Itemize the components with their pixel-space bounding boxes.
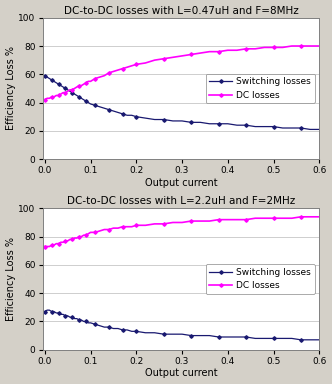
Switching losses xyxy=(82,319,86,324)
Switching losses xyxy=(43,309,47,314)
Switching losses xyxy=(189,120,193,125)
Y-axis label: Efficiency Loss %: Efficiency Loss % xyxy=(6,237,16,321)
Switching losses xyxy=(171,332,175,336)
DC losses xyxy=(43,244,47,249)
Legend: Switching losses, DC losses: Switching losses, DC losses xyxy=(206,74,315,103)
Switching losses xyxy=(308,127,312,132)
X-axis label: Output current: Output current xyxy=(144,178,217,188)
DC losses xyxy=(79,234,83,239)
Title: DC-to-DC losses with L=0.47uH and F=8MHz: DC-to-DC losses with L=0.47uH and F=8MHz xyxy=(63,5,298,16)
Switching losses xyxy=(79,96,83,101)
Switching losses xyxy=(299,126,303,130)
Switching losses xyxy=(299,338,303,342)
Title: DC-to-DC losses with L=2.2uH and F=2MHz: DC-to-DC losses with L=2.2uH and F=2MHz xyxy=(67,196,295,206)
Switching losses xyxy=(317,127,321,132)
Switching losses xyxy=(198,333,202,338)
DC losses xyxy=(162,222,166,226)
DC losses xyxy=(79,83,83,88)
DC losses xyxy=(77,234,81,239)
Switching losses xyxy=(68,89,72,94)
Line: Switching losses: Switching losses xyxy=(43,74,320,131)
Switching losses xyxy=(308,338,312,342)
Line: DC losses: DC losses xyxy=(43,215,320,248)
DC losses xyxy=(299,215,303,219)
DC losses xyxy=(308,44,312,48)
DC losses xyxy=(290,44,294,48)
DC losses xyxy=(162,56,166,61)
Line: Switching losses: Switching losses xyxy=(43,309,320,341)
Switching losses xyxy=(79,318,83,322)
Y-axis label: Efficiency Loss %: Efficiency Loss % xyxy=(6,46,16,131)
Legend: Switching losses, DC losses: Switching losses, DC losses xyxy=(206,264,315,294)
DC losses xyxy=(189,52,193,57)
Switching losses xyxy=(77,94,81,99)
DC losses xyxy=(43,98,47,102)
DC losses xyxy=(308,215,312,219)
DC losses xyxy=(77,83,81,88)
Line: DC losses: DC losses xyxy=(43,45,320,101)
DC losses xyxy=(68,88,72,92)
DC losses xyxy=(317,44,321,48)
X-axis label: Output current: Output current xyxy=(144,368,217,379)
DC losses xyxy=(68,237,72,242)
Switching losses xyxy=(43,73,47,78)
Switching losses xyxy=(70,315,74,319)
DC losses xyxy=(317,215,321,219)
DC losses xyxy=(189,219,193,223)
Switching losses xyxy=(45,308,49,313)
Switching losses xyxy=(162,117,166,122)
Switching losses xyxy=(317,338,321,342)
